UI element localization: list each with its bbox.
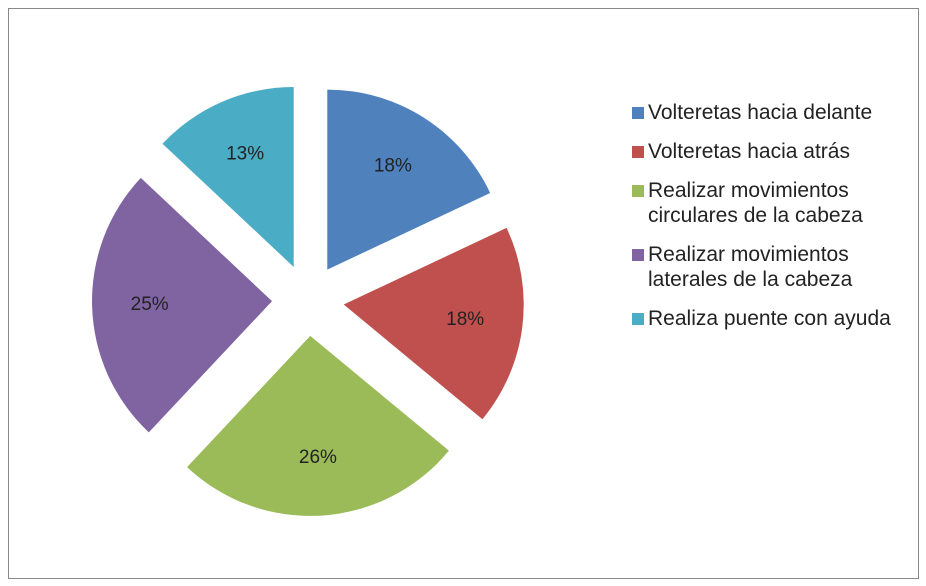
legend-swatch (632, 249, 644, 261)
pie-slice (92, 177, 273, 433)
legend-swatch (632, 107, 644, 119)
legend-swatch (632, 313, 644, 325)
legend-item: Realizar movimientos circulares de la ca… (630, 178, 900, 228)
legend-label: Volteretas hacia atrás (648, 140, 850, 163)
legend-label: Realizar movimientos laterales de la cab… (648, 243, 853, 291)
legend-label: Realiza puente con ayuda (648, 307, 891, 330)
legend-swatch (632, 185, 644, 197)
data-label: 18% (446, 309, 484, 330)
legend-item: Volteretas hacia delante (630, 100, 900, 125)
legend-item: Realizar movimientos laterales de la cab… (630, 242, 900, 292)
legend-label: Realizar movimientos circulares de la ca… (648, 179, 863, 227)
pie-slice (327, 89, 491, 270)
legend-label: Volteretas hacia delante (648, 101, 873, 124)
data-label: 18% (374, 155, 412, 176)
data-label: 25% (131, 294, 169, 315)
pie-slice (343, 227, 524, 420)
pie-slice (187, 335, 449, 516)
legend-item: Realiza puente con ayuda (630, 306, 900, 331)
data-label: 13% (226, 144, 264, 165)
legend: Volteretas hacia delante Volteretas hacia… (630, 100, 900, 345)
pie-slice (162, 86, 294, 267)
legend-item: Volteretas hacia atrás (630, 139, 900, 164)
data-label: 26% (299, 447, 337, 468)
legend-swatch (632, 146, 644, 158)
